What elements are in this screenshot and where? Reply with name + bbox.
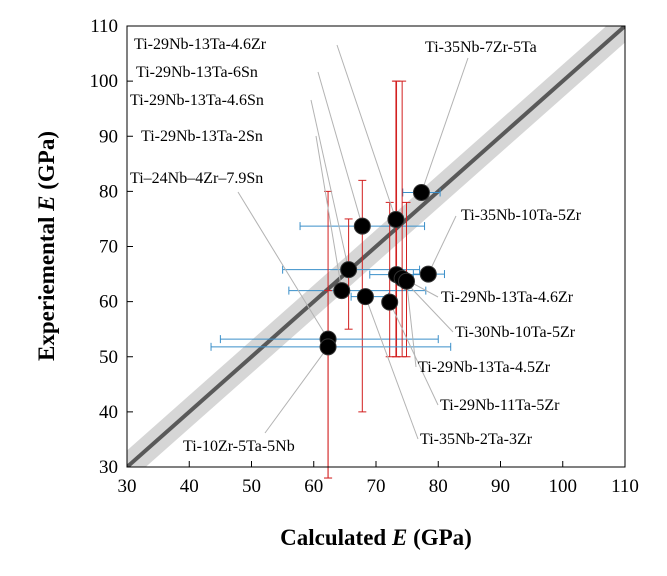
- point-label: Ti-35Nb-10Ta-5Zr: [461, 207, 582, 224]
- data-point: [419, 265, 437, 283]
- leader-line: [310, 99, 350, 270]
- y-tick-label: 60: [99, 292, 118, 313]
- leader-line: [317, 71, 363, 227]
- y-tick-label: 90: [99, 126, 118, 147]
- point-label: Ti-29Nb-13Ta-4.6Zr: [441, 289, 574, 306]
- leader-line: [389, 301, 439, 406]
- point-label: Ti-29Nb-13Ta-4.6Sn: [130, 92, 264, 109]
- x-tick-label: 100: [549, 476, 578, 497]
- y-axis-label: Experiemental E (GPa): [34, 131, 59, 361]
- y-tick-label: 100: [90, 71, 119, 92]
- data-point: [333, 282, 351, 300]
- point-label: Ti-30Nb-10Ta-5Zr: [455, 324, 576, 341]
- y-tick-label: 80: [99, 181, 118, 202]
- y-axis-ticks: 30 40 50 60 70 80 90 100 110: [90, 16, 133, 478]
- y-tick-label: 30: [99, 457, 118, 478]
- x-tick-label: 60: [304, 476, 323, 497]
- x-axis-label: Calculated E (GPa): [280, 525, 472, 550]
- data-point: [398, 272, 416, 290]
- leader-line: [237, 191, 329, 340]
- leader-line: [315, 135, 343, 291]
- x-tick-label: 110: [611, 476, 639, 497]
- point-label: Ti-10Zr-5Ta-5Nb: [183, 438, 295, 455]
- leader-line: [406, 281, 417, 368]
- leader-line: [420, 57, 469, 193]
- point-label: Ti–24Nb–4Zr–7.9Sn: [130, 170, 263, 187]
- x-tick-label: 80: [429, 476, 448, 497]
- leader-line: [364, 296, 419, 440]
- identity-line: [127, 26, 625, 467]
- data-point: [319, 338, 337, 356]
- data-point: [387, 210, 405, 228]
- leader-line: [427, 215, 457, 275]
- y-tick-label: 40: [99, 402, 118, 423]
- point-label: Ti-35Nb-2Ta-3Zr: [420, 431, 533, 448]
- point-label: Ti-29Nb-13Ta-6Sn: [136, 64, 258, 81]
- x-tick-label: 50: [242, 476, 261, 497]
- data-point: [353, 217, 371, 235]
- point-label: Ti-29Nb-11Ta-5Zr: [440, 397, 560, 414]
- x-tick-label: 30: [118, 476, 137, 497]
- annotations: Ti-35Nb-7Zr-5Ta Ti-29Nb-13Ta-4.6Zr Ti-29Nb…: [130, 36, 582, 455]
- data-point: [412, 183, 430, 201]
- y-tick-label: 50: [99, 347, 118, 368]
- point-label: Ti-35Nb-7Zr-5Ta: [425, 39, 537, 56]
- x-tick-label: 40: [180, 476, 199, 497]
- data-points: [319, 183, 437, 356]
- x-tick-label: 90: [491, 476, 510, 497]
- x-axis-ticks: 30 40 50 60 70 80 90 100 110: [118, 461, 639, 497]
- annotation-leaders: [237, 44, 469, 440]
- point-label: Ti-29Nb-13Ta-2Sn: [141, 128, 263, 145]
- y-tick-label: 110: [90, 16, 118, 37]
- point-label: Ti-29Nb-13Ta-4.6Zr: [134, 36, 267, 53]
- data-point: [381, 293, 399, 311]
- point-label: Ti-29Nb-13Ta-4.5Zr: [418, 359, 551, 376]
- x-tick-label: 70: [367, 476, 386, 497]
- y-tick-label: 70: [99, 237, 118, 258]
- leader-line: [336, 44, 397, 220]
- leader-line: [264, 346, 329, 434]
- data-point: [356, 288, 374, 306]
- data-point: [340, 261, 358, 279]
- reference-line: [127, 26, 625, 467]
